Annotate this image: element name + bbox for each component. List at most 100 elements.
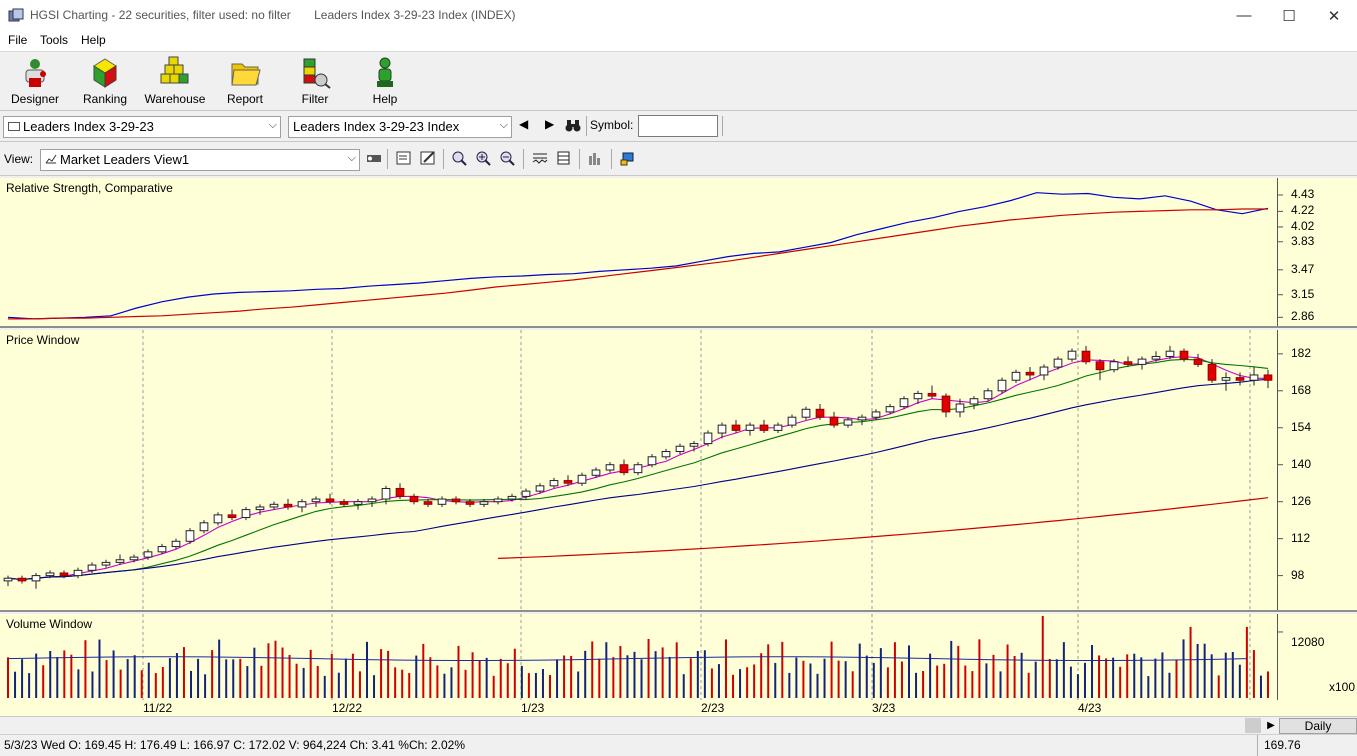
view-bar: View: Market Leaders View1 ⌵ [0,143,1357,176]
candle-body [199,522,209,532]
properties-icon[interactable] [395,150,413,166]
candle-body [843,419,853,426]
data-grid-icon[interactable] [555,150,573,166]
status-price-info: 5/3/23 Wed O: 169.45 H: 176.49 L: 166.97… [4,738,465,752]
price-candle [787,414,797,428]
price-candle [633,462,643,476]
zoom-icon[interactable] [451,150,469,166]
candle-body [143,551,153,558]
candle-body [479,501,489,505]
warehouse-button[interactable]: Warehouse [142,55,208,109]
maximize-button[interactable]: ☐ [1282,7,1296,25]
candle-body [1123,361,1133,365]
candle-body [1207,363,1217,381]
menu-tools[interactable]: Tools [40,33,69,47]
bar-style-icon[interactable] [531,150,549,166]
ranking-button[interactable]: Ranking [72,55,138,109]
volume-chart [7,614,1283,700]
candle-body [941,395,951,413]
candle-body [1221,377,1231,381]
help-button[interactable]: Help [352,55,418,109]
symbol-input[interactable] [638,115,718,137]
price-candle [87,562,97,573]
close-button[interactable]: ✕ [1327,7,1341,25]
filter-button[interactable]: Filter [282,55,348,109]
candle-body [773,424,783,431]
candle-body [731,424,741,431]
candle-body [703,432,713,445]
separator [586,116,587,136]
price-pane[interactable]: Price Window 182 168 154 140 126 112 98 [0,330,1357,612]
price-candle [423,499,433,507]
rs-y-tick-label: 3.15 [1291,286,1315,301]
price-candle [969,396,979,410]
candle-body [647,456,657,466]
price-candle [549,477,559,489]
price-candle [703,430,713,447]
price-y-tick-label: 98 [1291,567,1305,582]
period-button[interactable]: Daily [1279,718,1357,734]
candle-body [241,509,251,519]
previous-security-button[interactable]: ◀ [519,117,529,131]
designer-button[interactable]: Designer [2,55,68,109]
relative-strength-pane[interactable]: Relative Strength, Comparative 4.43 4.22 4… [0,178,1357,328]
date-label: 12/22 [332,701,363,715]
chart-bars-icon[interactable] [587,150,605,166]
scroll-thumb[interactable] [1245,718,1261,733]
volume-pane[interactable]: Volume Window 12080 x100 [0,614,1357,700]
chart-view-icon [45,154,57,164]
list-combo[interactable]: Leaders Index 3-29-23 ⌵ [3,116,281,138]
price-candle [1221,372,1231,391]
menu-help[interactable]: Help [81,33,106,47]
menu-file[interactable]: File [8,33,28,47]
price-candle [899,396,909,410]
rs-y-tick-label: 3.83 [1291,233,1315,248]
price-candle [689,440,699,452]
binoculars-icon[interactable] [565,119,581,133]
price-candle [31,572,41,589]
view-settings-icon[interactable] [365,150,383,166]
price-candle [339,499,349,507]
candle-body [717,424,727,434]
candle-body [619,464,629,474]
zoom-out-icon[interactable] [499,150,517,166]
date-label: 4/23 [1078,701,1102,715]
edit-icon[interactable] [419,150,437,166]
candle-body [1011,371,1021,381]
candle-body [899,398,909,408]
candle-body [1193,358,1203,365]
candle-body [213,514,223,524]
designer-icon [25,59,46,87]
price-candle [913,390,923,404]
price-y-tick-label: 112 [1291,530,1311,545]
candle-body [787,416,797,426]
price-candle [745,422,755,436]
candle-body [1081,350,1091,363]
candle-body [535,485,545,492]
candle-body [395,487,405,497]
zoom-in-icon[interactable] [475,150,493,166]
candle-body [409,495,419,503]
moving-average-line-2 [7,358,1269,581]
price-candle [955,398,965,418]
price-candle [927,385,937,399]
next-security-button[interactable]: ▶ [545,117,555,131]
chevron-down-icon: ⌵ [347,152,356,164]
date-label: 2/23 [701,701,725,715]
report-button[interactable]: Report [212,55,278,109]
separator [523,149,524,169]
paint-icon[interactable] [619,150,637,166]
title-bar: HGSI Charting - 22 securities, filter us… [0,0,1357,31]
security-combo[interactable]: Leaders Index 3-29-23 Index ⌵ [288,116,512,138]
price-candle [1263,369,1273,389]
price-candle [367,496,377,507]
menu-bar: File Tools Help [0,31,1357,51]
candle-body [913,392,923,400]
list-combo-value: Leaders Index 3-29-23 [23,119,154,134]
view-combo[interactable]: Market Leaders View1 ⌵ [40,149,360,171]
scroll-right-button[interactable]: ▶ [1267,720,1275,731]
scroll-track[interactable] [0,717,1263,734]
price-candle [1207,359,1217,383]
price-candle [381,485,391,505]
minimize-button[interactable]: — [1236,7,1252,24]
